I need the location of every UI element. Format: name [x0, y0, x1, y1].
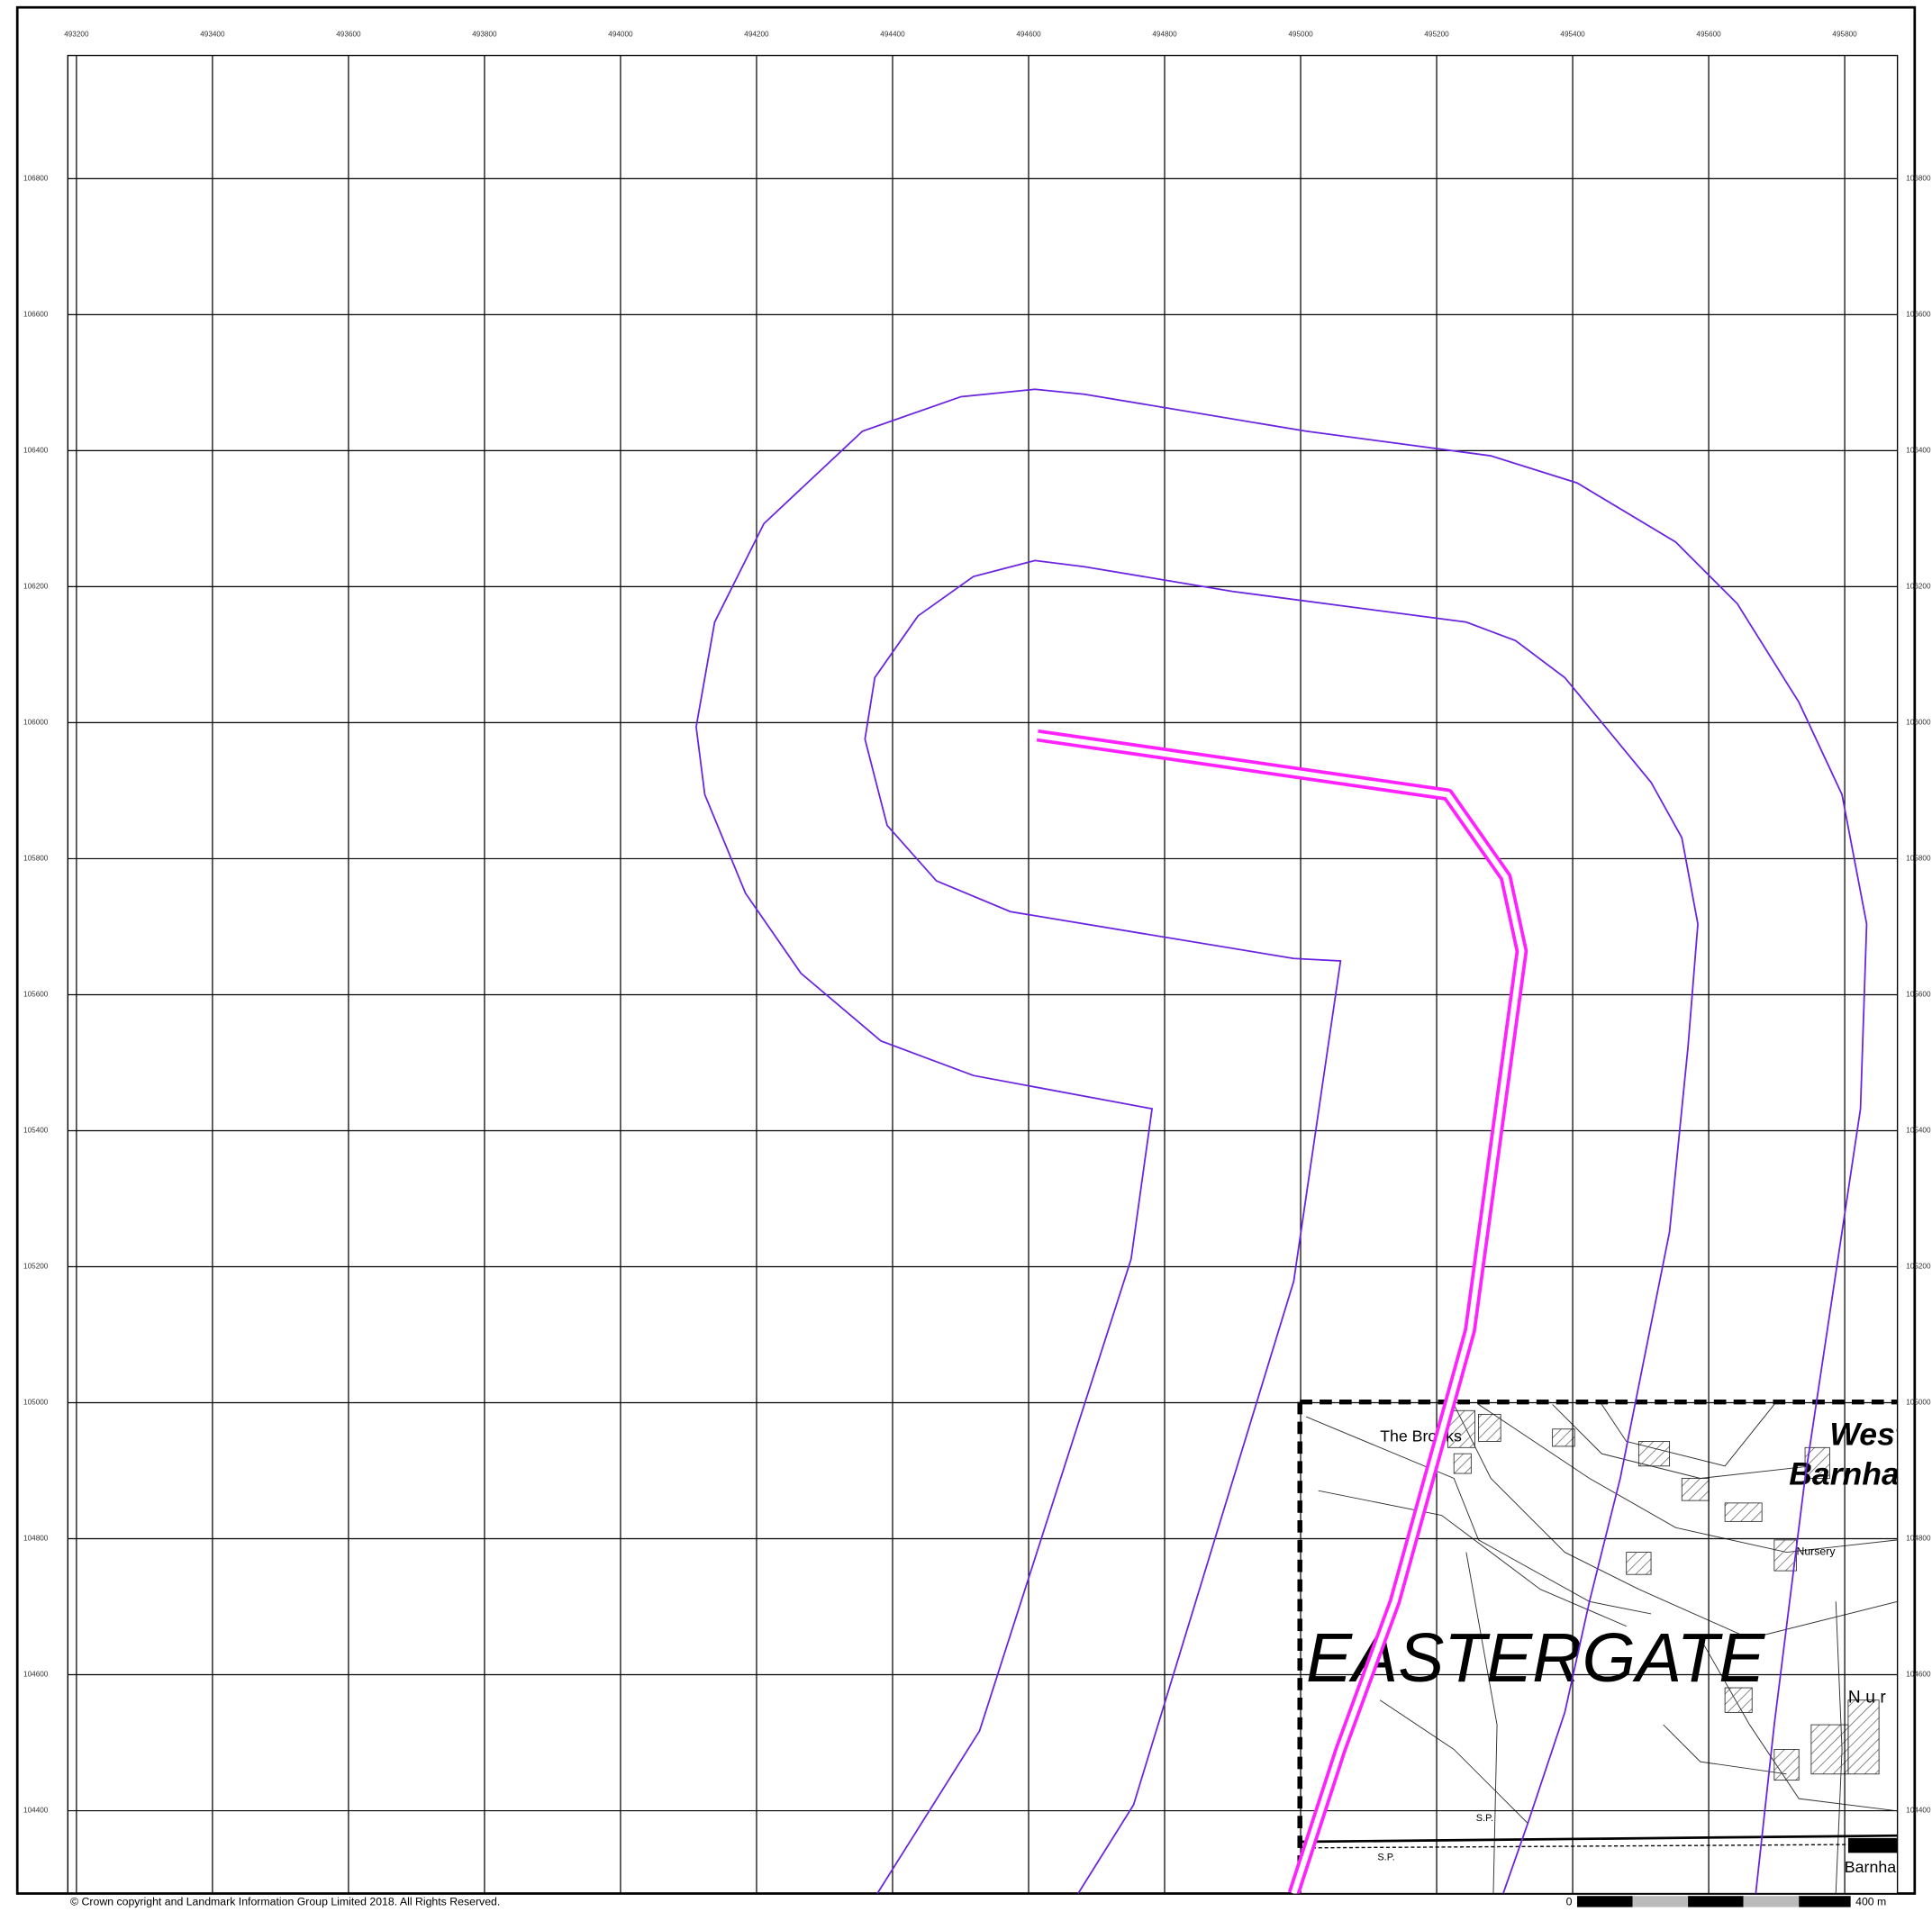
- outer-buffer: [695, 388, 1868, 1894]
- map-frame: [67, 54, 1899, 1895]
- top-tick-label: 495000: [1288, 30, 1313, 38]
- right-tick-label: 104600: [1906, 1671, 1931, 1679]
- tile-boundary: [1297, 1399, 1898, 1894]
- top-tick-label: 494800: [1152, 30, 1177, 38]
- place-name: S.P.: [1377, 1853, 1394, 1863]
- inner-buffer: [864, 559, 1699, 1894]
- left-tick-label: 105800: [23, 855, 49, 863]
- left-tick-label: 105000: [23, 1399, 49, 1407]
- tick-labels: 493200 493400 493600 493800 494000 494200 4944…: [23, 30, 1931, 1814]
- left-tick-label: 104600: [23, 1671, 49, 1679]
- left-tick-label: 106800: [23, 175, 49, 183]
- top-tick-label: 495800: [1832, 30, 1857, 38]
- overlays: [695, 388, 1868, 1894]
- top-tick-label: 494400: [880, 30, 905, 38]
- right-tick-label: 104400: [1906, 1807, 1931, 1815]
- place-name: The Brooks: [1380, 1427, 1462, 1445]
- top-tick-label: 495200: [1424, 30, 1449, 38]
- right-tick-label: 104800: [1906, 1535, 1931, 1543]
- top-tick-label: 495400: [1560, 30, 1585, 38]
- top-tick-label: 493400: [200, 30, 225, 38]
- right-tick-label: 105000: [1906, 1399, 1931, 1407]
- left-tick-label: 106400: [23, 447, 49, 455]
- top-tick-label: 493800: [472, 30, 497, 38]
- right-tick-label: 105200: [1906, 1263, 1931, 1271]
- grid: [68, 55, 1898, 1894]
- left-tick-label: 105200: [23, 1263, 49, 1271]
- right-tick-label: 106200: [1906, 583, 1931, 591]
- right-tick-label: 105400: [1906, 1127, 1931, 1135]
- right-tick-label: 105600: [1906, 991, 1931, 999]
- left-tick-label: 104400: [23, 1807, 49, 1815]
- left-tick-label: 105600: [23, 991, 49, 999]
- scale-bar: 0 400 m: [1566, 1895, 1887, 1907]
- right-tick-label: 105800: [1906, 855, 1931, 863]
- left-tick-label: 106000: [23, 719, 49, 727]
- top-tick-label: 493600: [336, 30, 361, 38]
- railway: [1300, 1834, 1898, 1853]
- top-tick-label: 495600: [1696, 30, 1721, 38]
- top-tick-label: 494600: [1016, 30, 1041, 38]
- scale-end: 400 m: [1855, 1895, 1886, 1907]
- left-tick-label: 105400: [23, 1127, 49, 1135]
- route-inner: [1037, 732, 1525, 1894]
- copyright: © Crown copyright and Landmark Informati…: [70, 1895, 500, 1907]
- right-tick-label: 106000: [1906, 719, 1931, 727]
- place-name: Barnham: [1845, 1858, 1909, 1876]
- place-name: S.P.: [1476, 1813, 1493, 1824]
- top-tick-label: 494000: [608, 30, 633, 38]
- left-tick-label: 106600: [23, 311, 49, 319]
- left-tick-label: 106200: [23, 583, 49, 591]
- top-tick-label: 493200: [64, 30, 89, 38]
- place-name: West: [1829, 1417, 1907, 1453]
- place-name: Nursery: [1796, 1545, 1836, 1557]
- right-tick-label: 106800: [1906, 175, 1931, 183]
- top-tick-label: 494200: [744, 30, 769, 38]
- scale-start: 0: [1566, 1895, 1573, 1907]
- buildings: [1447, 1409, 1880, 1781]
- place-names: The Brooks WestBarnhamNurseryEASTERGATENu…: [1306, 1417, 1909, 1877]
- right-tick-label: 106400: [1906, 447, 1931, 455]
- right-tick-label: 106600: [1906, 311, 1931, 319]
- tile-lines: [1305, 1404, 1898, 1894]
- map-tile: The Brooks WestBarnhamNurseryEASTERGATENu…: [1297, 1399, 1909, 1894]
- place-name: Nur: [1848, 1688, 1891, 1707]
- left-tick-label: 104800: [23, 1535, 49, 1543]
